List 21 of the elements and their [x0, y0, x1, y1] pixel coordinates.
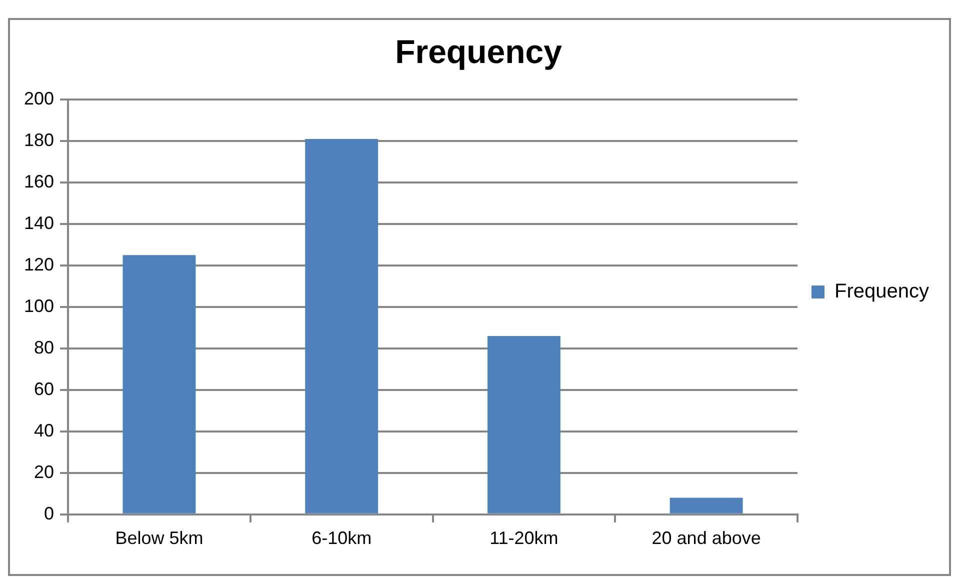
x-tick-label: 11-20km	[490, 528, 558, 548]
bar	[487, 336, 560, 514]
y-tick-label: 120	[24, 254, 54, 274]
x-tick-label: Below 5km	[115, 528, 204, 548]
x-tick-label: 6-10km	[312, 528, 372, 548]
y-tick-label: 200	[24, 88, 54, 109]
x-tick-label: 20 and above	[652, 528, 761, 548]
bar	[305, 139, 378, 514]
y-tick-label: 180	[24, 130, 54, 150]
chart-title: Frequency	[395, 32, 563, 70]
y-tick-label: 60	[34, 378, 54, 399]
y-tick-label: 140	[24, 213, 54, 234]
y-tick-label: 20	[34, 462, 54, 482]
y-tick-label: 160	[24, 172, 54, 192]
y-tick-label: 40	[34, 420, 54, 440]
y-tick-label: 100	[24, 296, 54, 316]
y-tick-label: 80	[34, 337, 54, 358]
y-tick-label: 0	[44, 503, 54, 524]
bar	[670, 498, 743, 514]
legend-label: Frequency	[834, 280, 930, 303]
bar	[122, 255, 196, 514]
